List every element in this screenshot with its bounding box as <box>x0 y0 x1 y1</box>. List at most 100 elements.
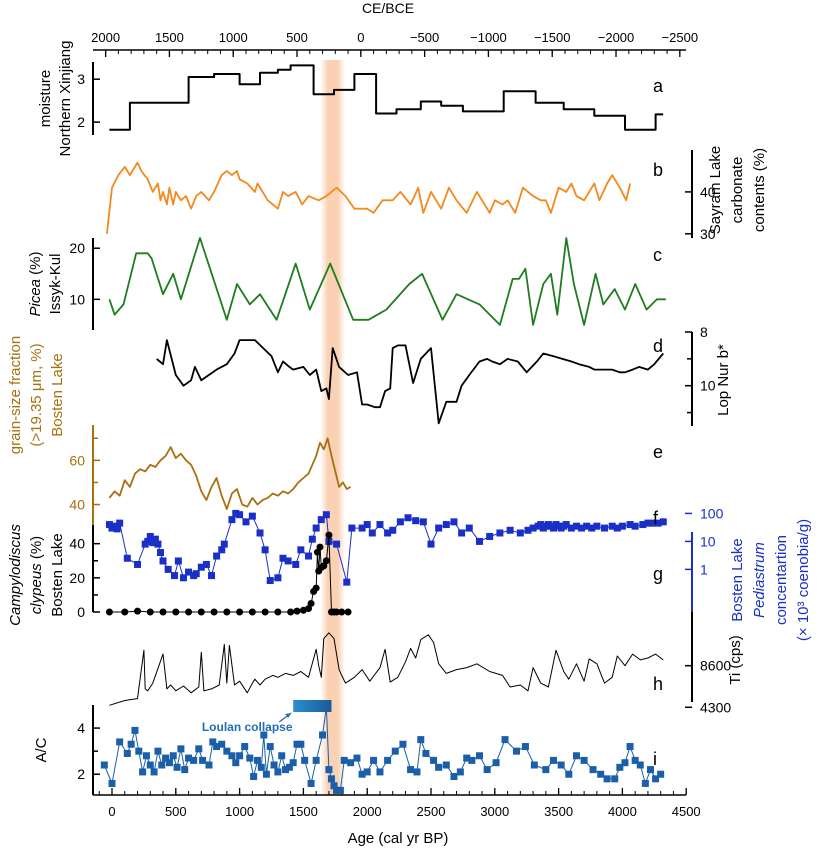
y-axis-label-e: Bosten Lake <box>49 353 66 436</box>
y-axis-label-b: carbonate <box>729 157 746 224</box>
data-point-g <box>333 608 341 616</box>
data-point-f <box>358 524 366 532</box>
data-point-i <box>297 740 305 748</box>
y-axis-label-g: Bosten Lake <box>49 533 66 616</box>
data-point-i <box>135 747 143 755</box>
data-point-i <box>376 768 384 776</box>
y-axis-label-g: Campylodiscus <box>7 524 24 626</box>
data-point-i <box>165 759 173 767</box>
y-axis-tick-label-i: 2 <box>77 766 85 782</box>
data-point-f <box>248 512 256 520</box>
data-point-f <box>562 521 570 529</box>
data-point-i <box>325 766 333 774</box>
data-point-f <box>242 518 250 526</box>
data-point-f <box>146 532 154 540</box>
data-point-i <box>572 752 580 760</box>
y-axis-label-word: (cps) <box>727 635 744 673</box>
data-point-f <box>618 522 626 530</box>
data-point-f <box>465 524 473 532</box>
data-point-i <box>278 752 286 760</box>
y-axis-tick-label-i: 4 <box>77 720 85 736</box>
data-point-f <box>171 572 179 580</box>
data-point-f <box>348 524 356 532</box>
y-axis-label-word: Lake <box>729 538 746 575</box>
data-point-i <box>333 786 341 794</box>
data-point-i <box>260 731 268 739</box>
data-point-i <box>285 763 293 771</box>
y-axis-label-word: Pediastrum <box>751 542 768 618</box>
data-point-f <box>396 518 404 526</box>
data-point-i <box>185 754 193 762</box>
top-axis-tick-label: 1000 <box>219 30 248 45</box>
y-axis-label-d: Lop Nur b* <box>715 344 732 416</box>
y-axis-tick-label-g: 40 <box>69 536 85 552</box>
top-axis-tick-label: −1000 <box>470 30 507 45</box>
data-point-i <box>589 766 597 774</box>
x-axis-tick-label: 3000 <box>480 804 509 819</box>
y-axis-label-word: contents <box>751 175 768 232</box>
data-point-f <box>202 560 210 568</box>
y-axis-label-a: moisture <box>37 70 54 128</box>
data-point-i <box>565 770 573 778</box>
data-point-i <box>616 763 624 771</box>
data-point-g <box>322 557 330 565</box>
data-point-g <box>325 531 333 539</box>
x-axis-tick-label: 1500 <box>289 804 318 819</box>
data-point-i <box>557 761 565 769</box>
data-point-i <box>336 786 344 794</box>
x-axis-tick-label: 2000 <box>353 804 382 819</box>
data-point-f <box>450 518 458 526</box>
data-point-f <box>583 522 591 530</box>
data-point-f <box>626 521 634 529</box>
data-point-f <box>524 526 532 534</box>
data-point-f <box>232 509 240 517</box>
y-axis-label-word: Northern <box>57 98 74 156</box>
data-point-f <box>516 529 524 537</box>
data-point-i <box>319 731 327 739</box>
x-axis-tick-label: 0 <box>108 804 115 819</box>
data-point-i <box>442 761 450 769</box>
data-point-f <box>192 570 200 578</box>
x-axis-tick-label: 2500 <box>417 804 446 819</box>
y-axis-tick-label-f: 10 <box>700 533 716 549</box>
y-axis-label-word: (× <box>795 627 812 641</box>
data-point-i <box>223 747 231 755</box>
data-point-f <box>322 511 330 519</box>
data-point-g <box>210 608 218 616</box>
data-point-i <box>177 745 185 753</box>
y-axis-tick-label-c: 10 <box>69 291 85 307</box>
data-point-i <box>307 779 315 787</box>
data-point-f <box>134 560 142 568</box>
top-axis-tick-label: −2000 <box>598 30 635 45</box>
data-point-i <box>257 763 265 771</box>
y-axis-tick-label-b: 40 <box>700 184 716 200</box>
data-point-i <box>521 743 529 751</box>
data-point-g <box>287 608 295 616</box>
data-point-f <box>261 546 269 554</box>
data-point-f <box>404 514 412 522</box>
y-axis-tick-label-e: 60 <box>69 452 85 468</box>
data-point-f <box>496 529 504 537</box>
data-point-f <box>613 524 621 532</box>
series-layer <box>100 64 667 794</box>
data-point-g <box>121 608 129 616</box>
panel-letter-d: d <box>653 336 663 356</box>
top-axis-tick-label: −2500 <box>662 30 699 45</box>
loulan-collapse-label: Loulan collapse <box>202 720 293 734</box>
data-point-g <box>105 608 113 616</box>
y-axis-label-word: μm, <box>28 366 45 395</box>
data-point-f <box>435 524 443 532</box>
data-point-f <box>419 518 427 526</box>
data-point-i <box>266 743 274 751</box>
y-axis-label-word: Lop <box>715 391 732 416</box>
data-point-f <box>631 522 639 530</box>
data-point-i <box>631 756 639 764</box>
data-point-i <box>218 740 226 748</box>
data-point-i <box>146 761 154 769</box>
data-point-i <box>181 766 189 774</box>
y-axis-label-e: (>19.35 μm, %) <box>28 343 45 446</box>
data-point-f <box>343 578 351 586</box>
data-point-g <box>344 608 352 616</box>
data-point-f <box>218 546 226 554</box>
data-point-f <box>256 529 264 537</box>
